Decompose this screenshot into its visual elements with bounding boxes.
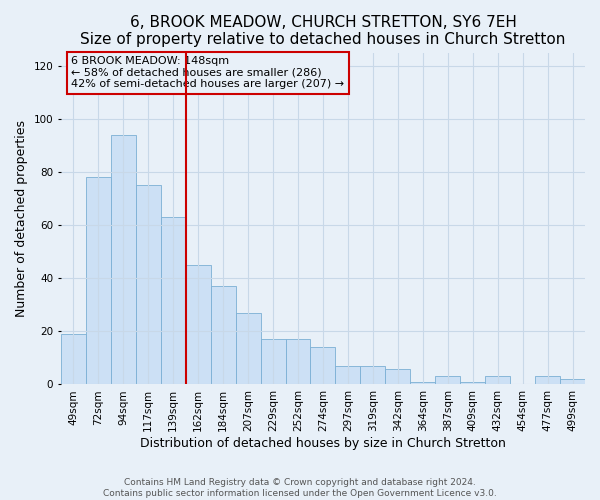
Bar [260,340,286,384]
Text: Contains HM Land Registry data © Crown copyright and database right 2024.
Contai: Contains HM Land Registry data © Crown c… [103,478,497,498]
Y-axis label: Number of detached properties: Number of detached properties [15,120,28,317]
Bar [410,382,435,384]
Bar [361,366,385,384]
Bar [186,265,211,384]
Bar [560,379,585,384]
Title: 6, BROOK MEADOW, CHURCH STRETTON, SY6 7EH
Size of property relative to detached : 6, BROOK MEADOW, CHURCH STRETTON, SY6 7E… [80,15,566,48]
Bar [535,376,560,384]
Bar [286,340,310,384]
X-axis label: Distribution of detached houses by size in Church Stretton: Distribution of detached houses by size … [140,437,506,450]
Bar [136,186,161,384]
Bar [161,218,186,384]
Bar [211,286,236,384]
Bar [335,366,361,384]
Bar [86,178,111,384]
Bar [460,382,485,384]
Bar [435,376,460,384]
Bar [236,313,260,384]
Bar [111,135,136,384]
Bar [485,376,510,384]
Bar [61,334,86,384]
Bar [310,348,335,385]
Bar [385,368,410,384]
Text: 6 BROOK MEADOW: 148sqm
← 58% of detached houses are smaller (286)
42% of semi-de: 6 BROOK MEADOW: 148sqm ← 58% of detached… [71,56,344,90]
